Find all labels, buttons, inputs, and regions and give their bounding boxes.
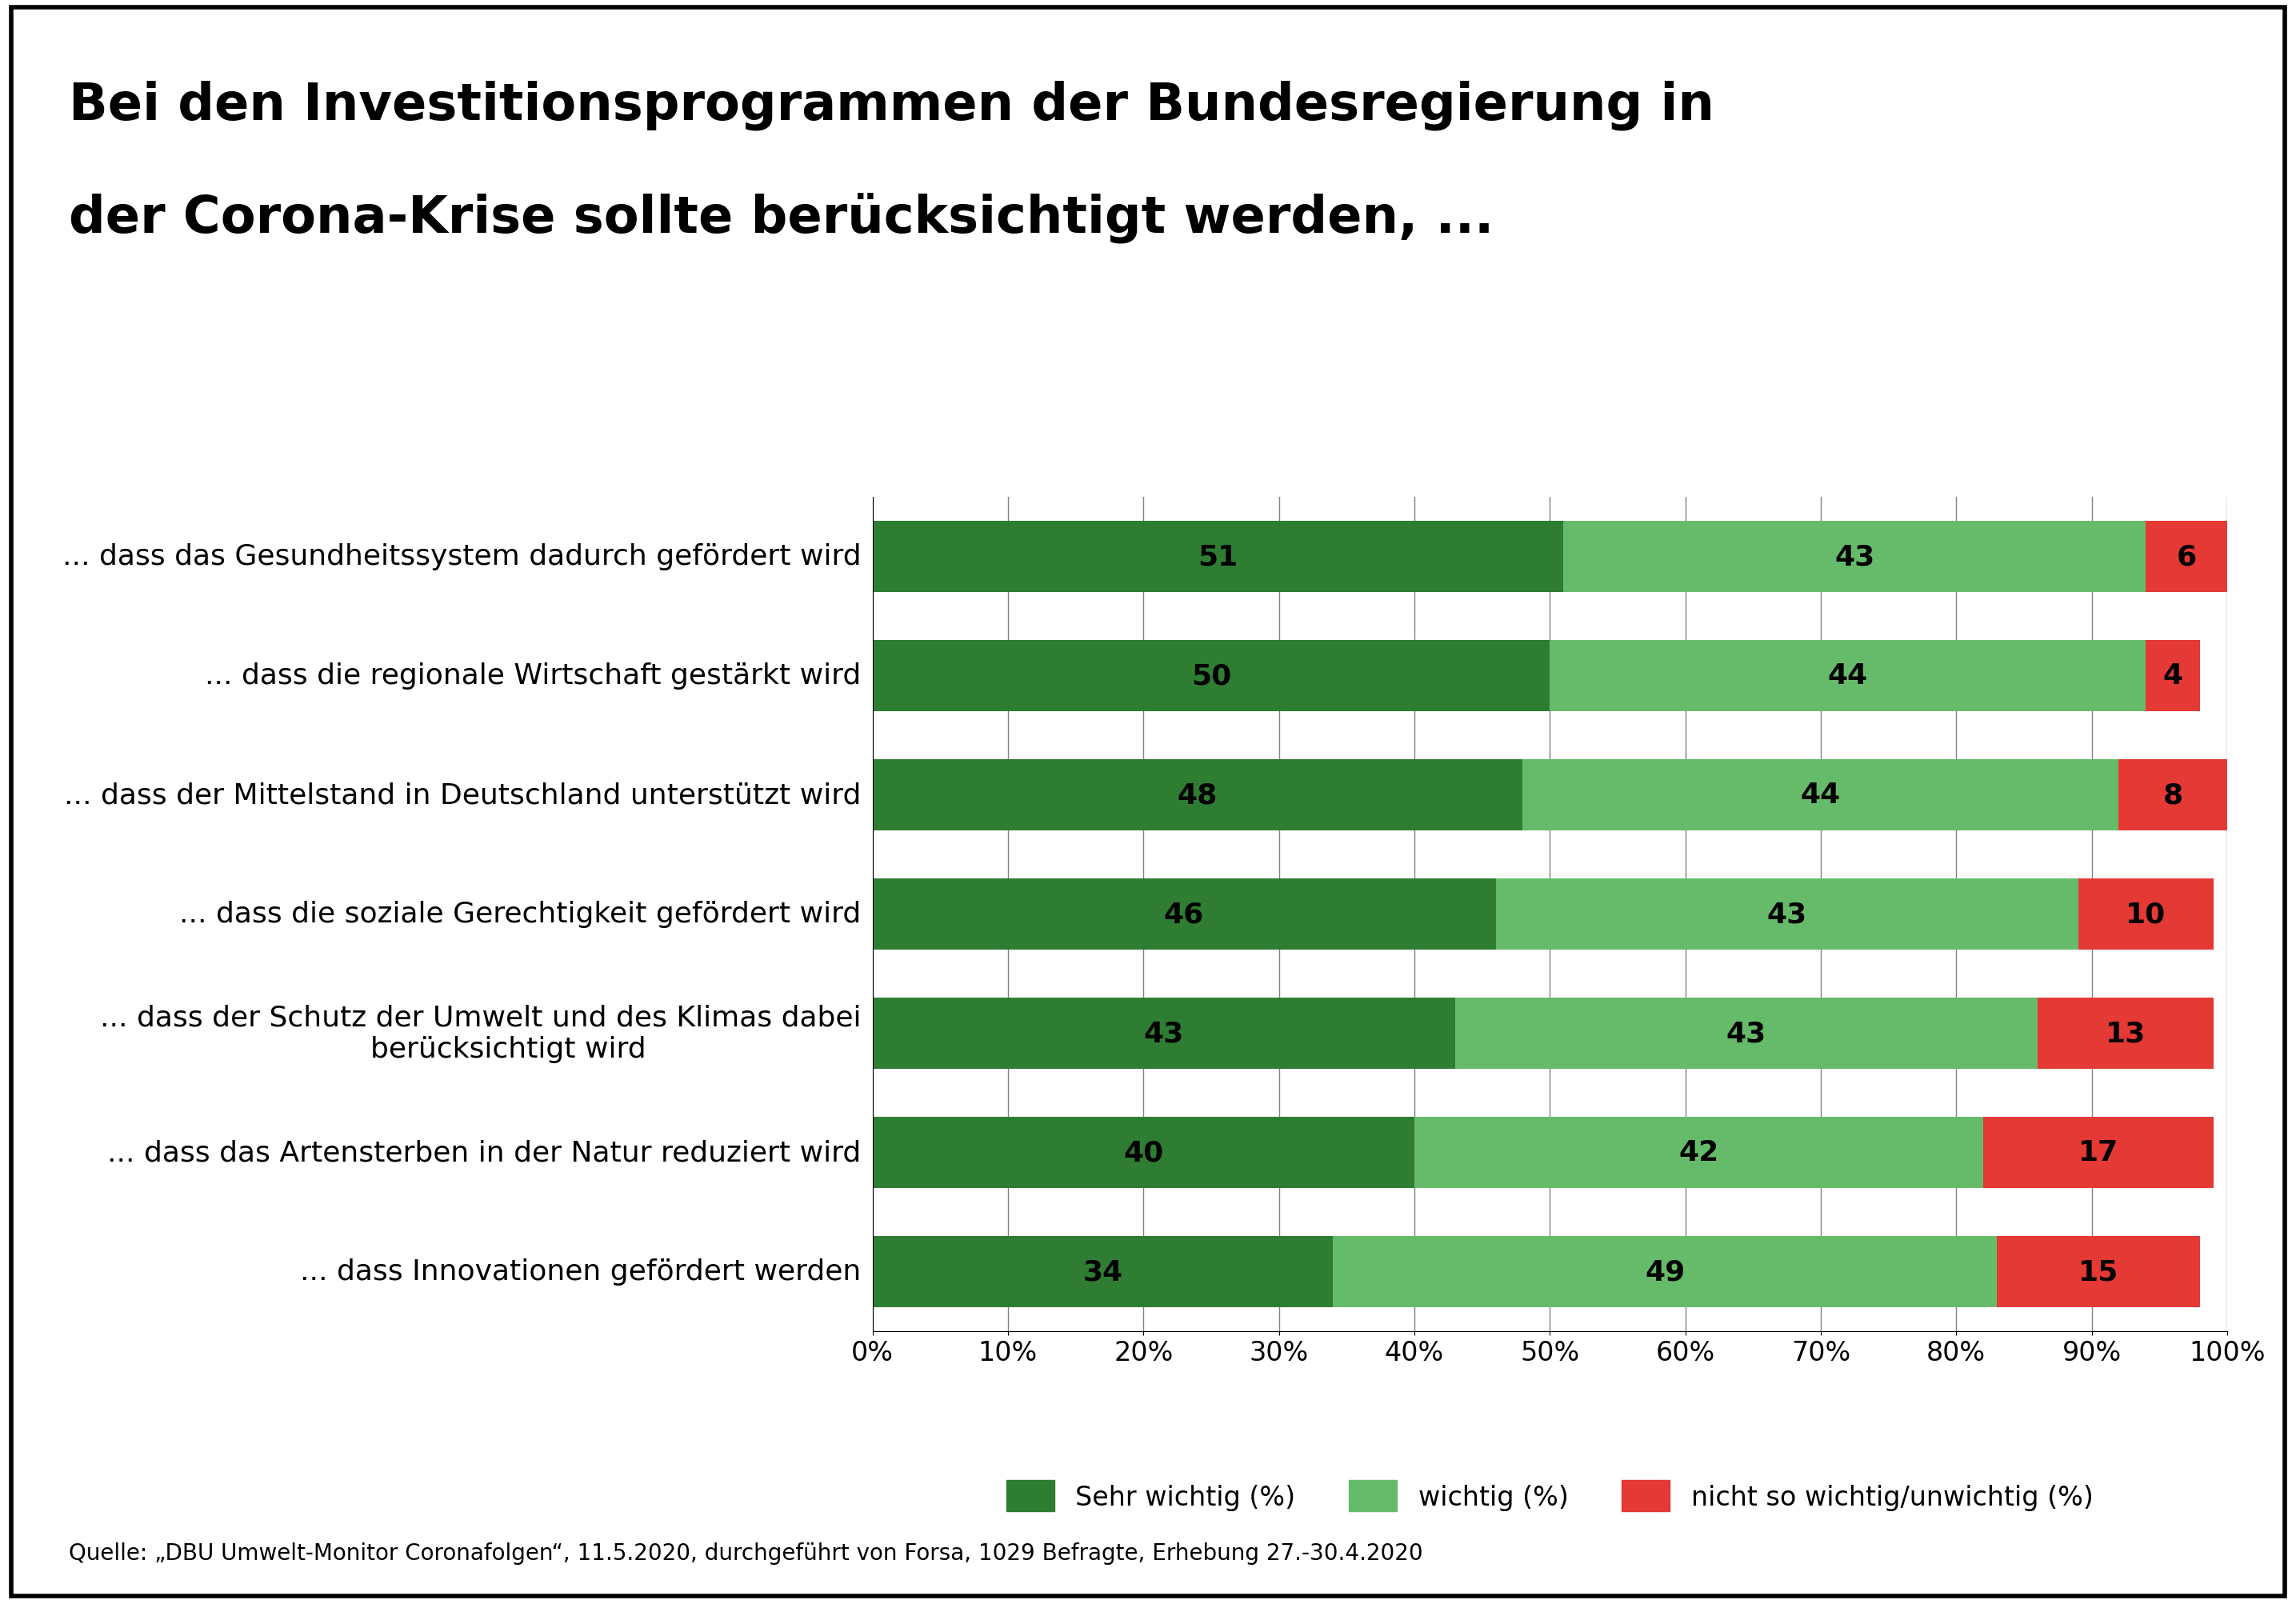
Legend: Sehr wichtig (%), wichtig (%), nicht so wichtig/unwichtig (%): Sehr wichtig (%), wichtig (%), nicht so … <box>996 1469 2103 1522</box>
Text: 48: 48 <box>1178 781 1217 808</box>
Bar <box>872 879 1495 950</box>
Text: 42: 42 <box>1678 1139 1720 1166</box>
Text: 43: 43 <box>1766 901 1807 927</box>
Text: Quelle: „DBU Umwelt-Monitor Coronafolgen“, 11.5.2020, durchgeführt von Forsa, 10: Quelle: „DBU Umwelt-Monitor Coronafolgen… <box>69 1541 1424 1564</box>
Text: ... dass die regionale Wirtschaft gestärkt wird: ... dass die regionale Wirtschaft gestär… <box>204 662 861 690</box>
Bar <box>1522 759 2119 831</box>
Text: Bei den Investitionsprogrammen der Bundesregierung in: Bei den Investitionsprogrammen der Bunde… <box>69 80 1715 130</box>
Text: ... dass der Schutz der Umwelt und des Klimas dabei
      berücksichtigt wird: ... dass der Schutz der Umwelt und des K… <box>99 1004 861 1063</box>
Bar <box>1414 1116 1984 1189</box>
Bar <box>2119 759 2227 831</box>
Text: 50: 50 <box>1192 662 1231 690</box>
Bar <box>2147 521 2227 592</box>
Text: 49: 49 <box>1644 1258 1685 1285</box>
Text: 46: 46 <box>1164 901 1203 927</box>
Text: 17: 17 <box>2078 1139 2119 1166</box>
Text: 43: 43 <box>1143 1020 1185 1047</box>
Bar <box>1984 1116 2213 1189</box>
Text: 6: 6 <box>2177 544 2197 571</box>
Bar <box>2147 640 2200 712</box>
Bar <box>1456 998 2037 1070</box>
Text: 13: 13 <box>2105 1020 2147 1047</box>
Bar <box>1550 640 2147 712</box>
Bar <box>2037 998 2213 1070</box>
Text: der Corona-Krise sollte berücksichtigt werden, ...: der Corona-Krise sollte berücksichtigt w… <box>69 192 1495 244</box>
Text: 34: 34 <box>1084 1258 1123 1285</box>
Text: ... dass die soziale Gerechtigkeit gefördert wird: ... dass die soziale Gerechtigkeit geför… <box>179 901 861 927</box>
Text: ... dass der Mittelstand in Deutschland unterstützt wird: ... dass der Mittelstand in Deutschland … <box>64 781 861 808</box>
Text: 4: 4 <box>2163 662 2183 690</box>
Bar <box>872 1116 1414 1189</box>
Text: 51: 51 <box>1199 544 1238 571</box>
Bar <box>1334 1237 1998 1307</box>
Text: 8: 8 <box>2163 781 2183 808</box>
Bar <box>872 759 1522 831</box>
Text: 10: 10 <box>2126 901 2165 927</box>
Bar <box>872 1237 1334 1307</box>
Text: ... dass das Artensterben in der Natur reduziert wird: ... dass das Artensterben in der Natur r… <box>108 1139 861 1166</box>
Text: ... dass Innovationen gefördert werden: ... dass Innovationen gefördert werden <box>301 1258 861 1285</box>
Bar <box>1495 879 2078 950</box>
Bar <box>872 640 1550 712</box>
Text: ... dass das Gesundheitssystem dadurch gefördert wird: ... dass das Gesundheitssystem dadurch g… <box>62 544 861 571</box>
Text: 44: 44 <box>1828 662 1869 690</box>
Bar <box>2078 879 2213 950</box>
Text: 43: 43 <box>1835 544 1876 571</box>
Bar <box>1564 521 2147 592</box>
Bar <box>872 998 1456 1070</box>
Text: 15: 15 <box>2078 1258 2119 1285</box>
Text: 40: 40 <box>1123 1139 1164 1166</box>
Bar <box>1998 1237 2200 1307</box>
Text: 43: 43 <box>1727 1020 1766 1047</box>
Text: 44: 44 <box>1800 781 1841 808</box>
Bar <box>872 521 1564 592</box>
